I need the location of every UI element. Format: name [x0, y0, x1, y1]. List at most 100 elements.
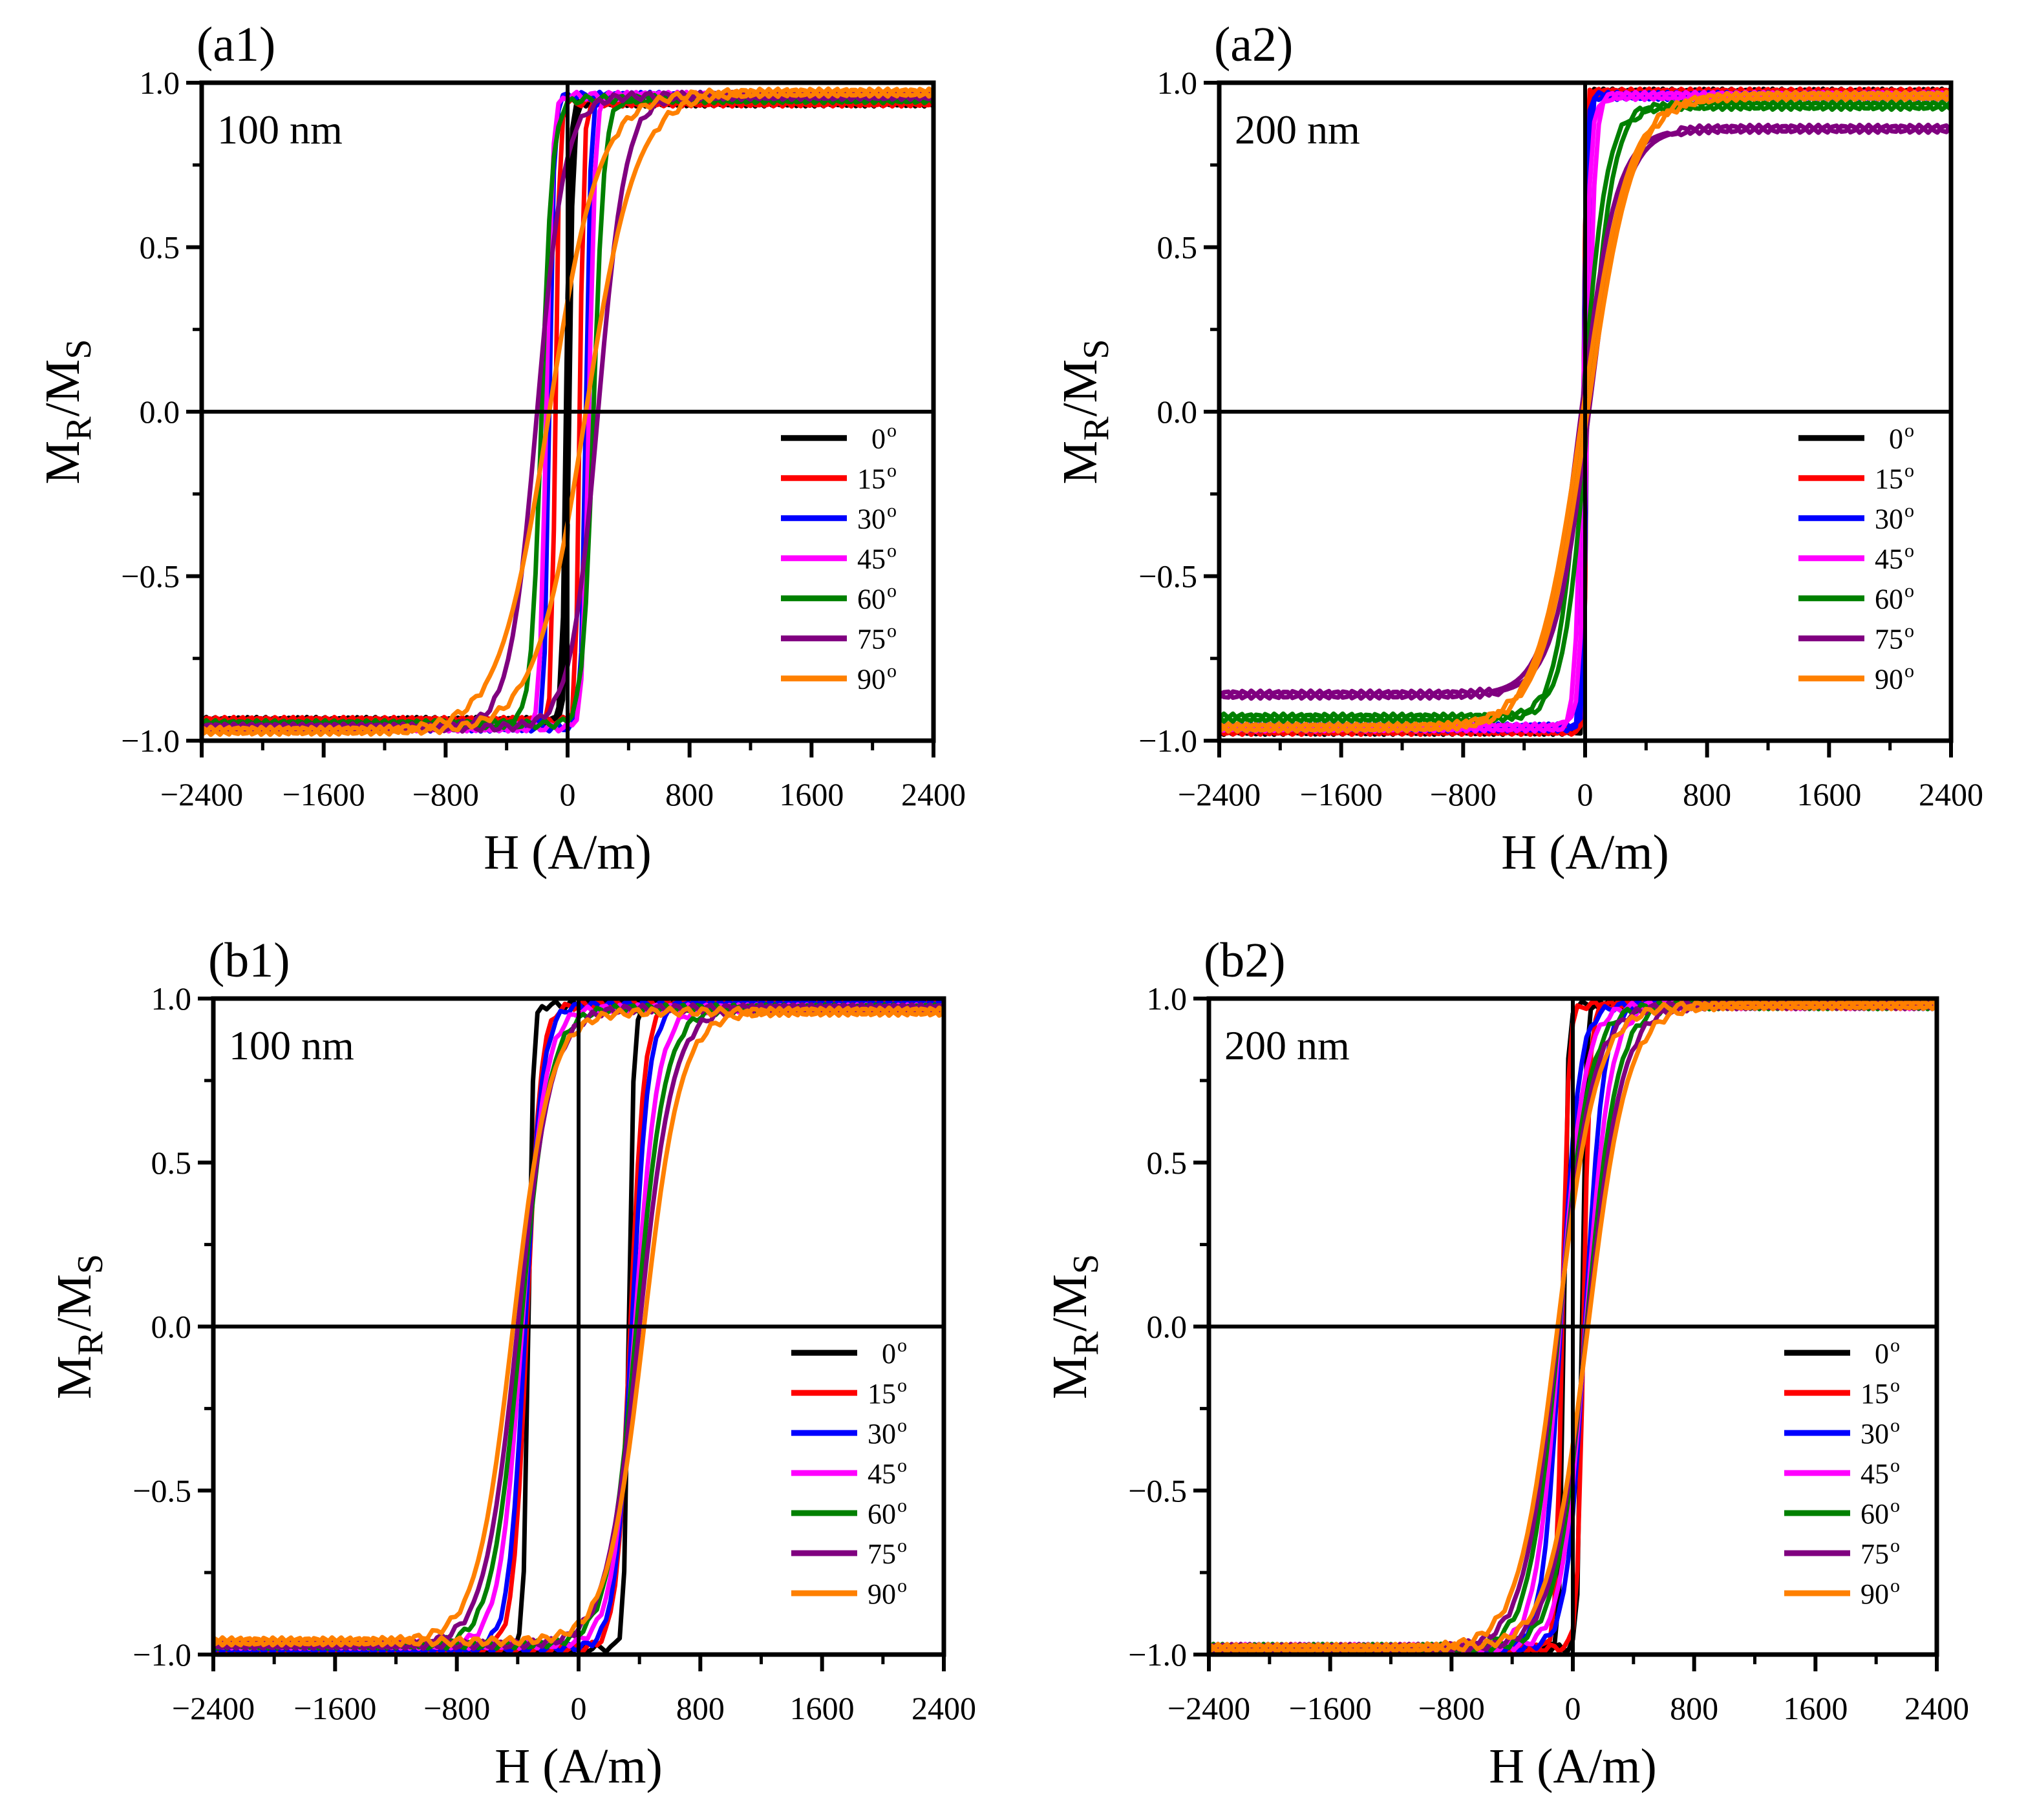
thickness-label: 100 nm	[217, 107, 343, 153]
legend-label-0: 0	[1889, 423, 1903, 455]
y-axis-title-part: M	[47, 1355, 101, 1399]
y-tick-label: 0.0	[1157, 394, 1198, 430]
x-tick-label: 0	[1577, 776, 1594, 812]
degree-sign: o	[897, 1495, 907, 1516]
legend-label-90: 90	[857, 664, 886, 695]
panel-b2: −2400 −1600 −800 0 800 1600 2400 −1.0 −0.5 0.0 0.5…	[1043, 933, 1969, 1794]
panel-a2: −2400 −1600 −800 0 800 1600 2400 −1.0 −0.5 0.0 0.5…	[1053, 17, 1983, 880]
y-tick-label: −1.0	[1138, 723, 1197, 759]
degree-sign: o	[1890, 1495, 1900, 1516]
y-tick-label: 1.0	[1157, 65, 1198, 101]
degree-sign: o	[1904, 540, 1914, 562]
x-tick-label: 800	[676, 1690, 725, 1726]
x-tick-label: 0	[571, 1690, 587, 1726]
legend-label-75: 75	[1875, 624, 1903, 655]
legend-label-0: 0	[871, 423, 886, 455]
degree-sign: o	[897, 1415, 907, 1436]
x-tick-label: 1600	[1797, 776, 1861, 812]
thickness-label: 200 nm	[1235, 107, 1360, 153]
legend-label-90: 90	[1861, 1578, 1889, 1610]
x-tick-label: 2400	[912, 1690, 976, 1726]
degree-sign: o	[1904, 620, 1914, 642]
x-tick-label: 2400	[1904, 1690, 1969, 1726]
legend-label-45: 45	[1875, 544, 1903, 575]
y-tick-label: −0.5	[1128, 1472, 1187, 1508]
y-tick-label: 0.5	[1147, 1145, 1188, 1181]
y-axis-title: MR/MS	[1043, 1254, 1106, 1399]
degree-sign: o	[887, 420, 897, 441]
legend-label-90: 90	[1875, 664, 1903, 695]
legend-label-15: 15	[857, 463, 886, 495]
panel-a1: −2400 −1600 −800 0 800 1600 2400 −1.0 −0.5 0.0 0.5…	[36, 17, 966, 880]
legend-label-75: 75	[857, 624, 886, 655]
x-tick-label: 1600	[1783, 1690, 1848, 1726]
x-tick-label: −1600	[293, 1690, 376, 1726]
y-axis-title-part: S	[1076, 339, 1116, 359]
x-tick-label: 800	[1670, 1690, 1718, 1726]
y-tick-label: −1.0	[121, 723, 180, 759]
x-tick-label: 2400	[901, 776, 966, 812]
degree-sign: o	[887, 540, 897, 562]
y-tick-label: 0.5	[1157, 229, 1198, 266]
degree-sign: o	[1890, 1535, 1900, 1556]
legend-label-45: 45	[1861, 1458, 1889, 1490]
x-tick-label: 800	[1683, 776, 1731, 812]
legend-label-60: 60	[868, 1498, 896, 1530]
y-axis-title: MR/MS	[47, 1254, 111, 1399]
x-tick-label: −1600	[283, 776, 365, 812]
degree-sign: o	[1890, 1575, 1900, 1596]
panel-b1: −2400 −1600 −800 0 800 1600 2400 −1.0 −0.5 0.0 0.5…	[47, 933, 976, 1794]
degree-sign: o	[887, 500, 897, 522]
y-tick-label: −1.0	[1128, 1636, 1187, 1673]
legend-label-30: 30	[1861, 1418, 1889, 1450]
y-tick-label: −0.5	[1138, 558, 1197, 595]
x-tick-label: −2400	[1168, 1690, 1250, 1726]
panel-label: (b1)	[208, 933, 290, 988]
panel-label: (b2)	[1204, 933, 1286, 988]
x-tick-label: −800	[412, 776, 479, 812]
x-axis-title: H (A/m)	[495, 1739, 663, 1794]
y-axis-title-part: M	[1053, 441, 1107, 485]
legend-label-30: 30	[857, 503, 886, 535]
y-axis-title-part: /M	[1043, 1274, 1097, 1331]
y-axis-title-part: S	[70, 1254, 111, 1274]
legend: 0 o15 o30 o45 o60 o75 o90 o	[791, 1335, 907, 1610]
y-axis-title: MR/MS	[36, 339, 99, 485]
degree-sign: o	[897, 1575, 907, 1596]
legend-label-15: 15	[1861, 1378, 1889, 1410]
y-axis-title-part: /M	[47, 1274, 101, 1331]
y-axis-title-part: R	[70, 1331, 111, 1355]
legend: 0 o15 o30 o45 o60 o75 o90 o	[1798, 420, 1914, 695]
legend-label-45: 45	[868, 1458, 896, 1490]
degree-sign: o	[897, 1535, 907, 1556]
legend-label-30: 30	[868, 1418, 896, 1450]
legend: 0 o15 o30 o45 o60 o75 o90 o	[781, 420, 897, 695]
x-tick-label: 1600	[790, 1690, 855, 1726]
degree-sign: o	[1890, 1415, 1900, 1436]
degree-sign: o	[897, 1455, 907, 1476]
legend-label-90: 90	[868, 1578, 896, 1610]
x-tick-label: −2400	[172, 1690, 255, 1726]
legend-label-0: 0	[882, 1338, 896, 1370]
y-axis-title-part: R	[1076, 416, 1116, 441]
panel-label: (a2)	[1214, 17, 1293, 72]
legend-label-60: 60	[1875, 584, 1903, 615]
x-tick-label: −2400	[1178, 776, 1261, 812]
degree-sign: o	[887, 620, 897, 642]
x-tick-label: −800	[1418, 1690, 1485, 1726]
y-axis-title-part: R	[59, 416, 99, 441]
degree-sign: o	[1890, 1335, 1900, 1356]
x-tick-label: −800	[1430, 776, 1497, 812]
legend-label-0: 0	[1875, 1338, 1889, 1370]
y-axis-title: MR/MS	[1053, 339, 1116, 485]
y-tick-label: 1.0	[140, 65, 180, 101]
legend-label-15: 15	[1875, 463, 1903, 495]
degree-sign: o	[897, 1375, 907, 1396]
x-tick-label: 0	[560, 776, 576, 812]
degree-sign: o	[897, 1335, 907, 1356]
degree-sign: o	[1890, 1375, 1900, 1396]
degree-sign: o	[1904, 500, 1914, 522]
x-axis-title: H (A/m)	[484, 825, 652, 880]
legend-label-60: 60	[1861, 1498, 1889, 1530]
